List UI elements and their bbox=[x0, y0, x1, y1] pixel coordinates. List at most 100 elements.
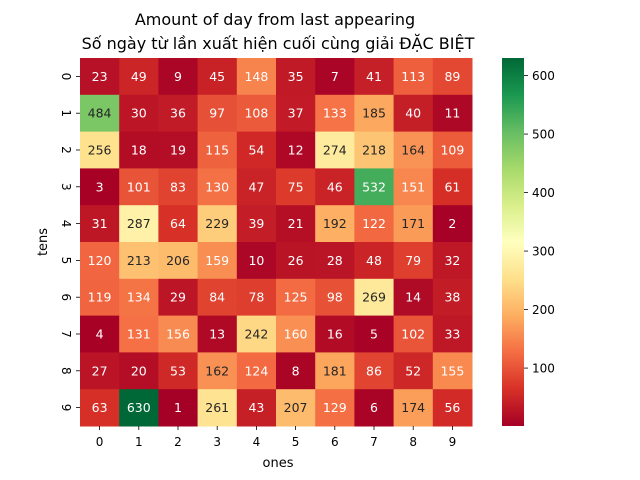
x-tick-label: 2 bbox=[174, 435, 182, 449]
heatmap-cell bbox=[393, 352, 434, 390]
heatmap-cell bbox=[432, 278, 473, 317]
heatmap-cell bbox=[197, 94, 238, 133]
cell-value-label: 28 bbox=[327, 253, 343, 268]
heatmap-cell bbox=[119, 94, 159, 133]
cell-value-label: 119 bbox=[88, 290, 112, 305]
heatmap-cell bbox=[315, 352, 355, 390]
heatmap-cell bbox=[80, 242, 120, 280]
heatmap-cell bbox=[393, 389, 434, 427]
cell-value-label: 192 bbox=[323, 216, 347, 231]
cell-value-label: 159 bbox=[205, 253, 229, 268]
heatmap-cell bbox=[158, 94, 199, 133]
y-axis-label: tens bbox=[36, 228, 51, 256]
colorbar-tick-label: 200 bbox=[532, 303, 555, 317]
cell-value-label: 98 bbox=[327, 290, 343, 305]
cell-value-label: 45 bbox=[209, 69, 225, 84]
heatmap-cell bbox=[354, 315, 395, 353]
heatmap-cell bbox=[276, 278, 316, 317]
heatmap-cell bbox=[393, 315, 434, 353]
cell-value-label: 174 bbox=[401, 400, 425, 415]
cell-value-label: 3 bbox=[96, 179, 104, 194]
heatmap-cell bbox=[315, 168, 355, 206]
cell-value-label: 256 bbox=[88, 143, 112, 158]
y-axis-ticks: 0 1 2 3 4 5 6 7 8 9 bbox=[59, 73, 80, 411]
y-tick-label: 7 bbox=[59, 330, 73, 338]
cell-value-label: 185 bbox=[362, 106, 386, 121]
cell-value-label: 18 bbox=[131, 143, 147, 158]
cell-value-label: 630 bbox=[127, 400, 151, 415]
cell-value-label: 120 bbox=[88, 253, 112, 268]
cell-value-label: 61 bbox=[444, 179, 460, 194]
heatmap-cell bbox=[315, 205, 355, 243]
cell-value-label: 133 bbox=[323, 106, 347, 121]
cell-value-label: 162 bbox=[205, 363, 229, 378]
cell-value-label: 8 bbox=[292, 363, 300, 378]
cell-value-label: 122 bbox=[362, 216, 386, 231]
x-tick-label: 8 bbox=[409, 435, 417, 449]
y-tick-label: 8 bbox=[59, 367, 73, 375]
colorbar-tick-label: 300 bbox=[532, 245, 555, 259]
heatmap-cell bbox=[276, 94, 316, 133]
heatmap-cell bbox=[80, 168, 120, 206]
cell-value-label: 101 bbox=[127, 179, 151, 194]
heatmap-cell bbox=[236, 205, 277, 243]
cell-value-label: 2 bbox=[448, 216, 456, 231]
cell-value-label: 532 bbox=[362, 179, 386, 194]
heatmap-cell bbox=[393, 205, 434, 243]
cell-value-label: 49 bbox=[131, 69, 147, 84]
heatmap-cell bbox=[393, 278, 434, 317]
colorbar-tick-label: 600 bbox=[532, 69, 555, 83]
heatmap-cell bbox=[432, 94, 473, 133]
heatmap-cell bbox=[158, 131, 199, 169]
heatmap-cell bbox=[236, 58, 277, 96]
x-tick-label: 5 bbox=[292, 435, 300, 449]
heatmap-cell bbox=[393, 94, 434, 133]
cell-value-label: 102 bbox=[401, 327, 425, 342]
cell-value-label: 206 bbox=[166, 253, 190, 268]
heatmap-cell bbox=[80, 205, 120, 243]
heatmap-cell bbox=[158, 352, 199, 390]
cell-value-label: 20 bbox=[131, 363, 147, 378]
heatmap-cell bbox=[197, 315, 238, 353]
x-tick-label: 7 bbox=[370, 435, 378, 449]
cell-value-label: 53 bbox=[170, 363, 186, 378]
heatmap-cell bbox=[315, 315, 355, 353]
heatmap-cell bbox=[197, 58, 238, 96]
cell-value-label: 229 bbox=[205, 216, 229, 231]
heatmap-cell bbox=[276, 205, 316, 243]
heatmap-cell bbox=[432, 352, 473, 390]
heatmap-cell bbox=[158, 315, 199, 353]
heatmap-cell bbox=[276, 131, 316, 169]
cell-value-label: 125 bbox=[284, 290, 308, 305]
cell-value-label: 83 bbox=[170, 179, 186, 194]
y-tick-label: 5 bbox=[59, 257, 73, 265]
cell-value-label: 52 bbox=[405, 363, 421, 378]
heatmap-cell bbox=[197, 242, 238, 280]
y-tick-label: 2 bbox=[59, 146, 73, 154]
colorbar-ticks: 100 200 300 400 500 600 bbox=[524, 69, 555, 376]
cell-value-label: 21 bbox=[288, 216, 304, 231]
cell-value-label: 37 bbox=[288, 106, 304, 121]
heatmap-cell bbox=[80, 58, 120, 96]
heatmap-cell bbox=[236, 352, 277, 390]
heatmap-cell bbox=[197, 389, 238, 427]
cell-value-label: 23 bbox=[92, 69, 108, 84]
cell-value-label: 38 bbox=[444, 290, 460, 305]
heatmap-cell bbox=[315, 278, 355, 317]
x-axis-label: ones bbox=[263, 456, 294, 471]
cell-value-label: 29 bbox=[170, 290, 186, 305]
heatmap-cell bbox=[119, 278, 159, 317]
cell-value-label: 108 bbox=[244, 106, 268, 121]
cell-value-label: 48 bbox=[366, 253, 382, 268]
cell-value-label: 129 bbox=[323, 400, 347, 415]
cell-value-label: 97 bbox=[209, 106, 225, 121]
heatmap-cell bbox=[393, 131, 434, 169]
heatmap-cell bbox=[354, 94, 395, 133]
colorbar bbox=[502, 58, 524, 426]
cell-value-label: 30 bbox=[131, 106, 147, 121]
cell-value-label: 79 bbox=[405, 253, 421, 268]
heatmap-cell bbox=[354, 278, 395, 317]
x-tick-label: 4 bbox=[253, 435, 261, 449]
chart-subtitle: Số ngày từ lần xuất hiện cuối cùng giải … bbox=[82, 34, 475, 53]
